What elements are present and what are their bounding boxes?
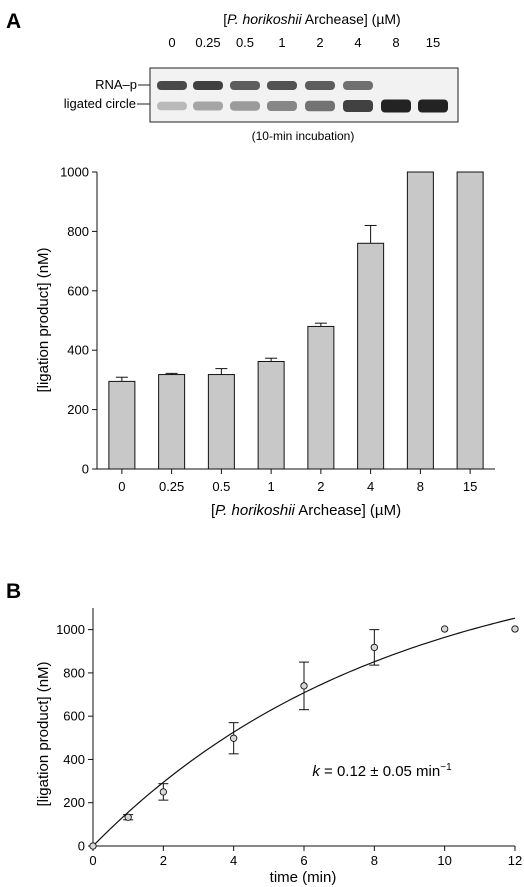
- bar: [307, 325, 335, 470]
- gel-band-ligated-circle: [157, 101, 187, 111]
- bar-category-label: 2: [317, 479, 324, 494]
- gel-band-ligated-circle: [230, 101, 260, 111]
- gel-lane-label: 0.5: [236, 35, 254, 50]
- scatter-y-tick-label: 800: [63, 665, 85, 680]
- gel-band-rna-p: [193, 81, 223, 90]
- gel-lane-label: 2: [316, 35, 323, 50]
- scatter-point: [124, 813, 132, 821]
- band-label-rna-p: RNA–p: [95, 77, 137, 92]
- gel-band-ligated-circle: [267, 101, 297, 111]
- gel-lane-label: 15: [426, 35, 440, 50]
- scatter-y-tick-label: 600: [63, 709, 85, 724]
- gel-lane-label: 8: [392, 35, 399, 50]
- scatter-x-tick-label: 6: [300, 853, 307, 868]
- bar: [257, 360, 285, 470]
- scatter-x-tick-label: 12: [508, 853, 522, 868]
- scatter-y-tick-label: 200: [63, 795, 85, 810]
- gel-band-ligated-circle: [305, 100, 335, 112]
- panel-b-letter: B: [6, 580, 21, 603]
- bar-chart: 0 200 400 600 800 1000 0 0.25 0.5 1 2 4 8 15: [60, 165, 495, 494]
- bar-category-label: 8: [417, 479, 424, 494]
- band-label-ligated-circle: ligated circle: [64, 96, 136, 111]
- scatter-y-tick-label: 0: [78, 839, 85, 854]
- gel-bands: [157, 81, 448, 113]
- scatter-x-tick-label: 0: [89, 853, 96, 868]
- panel-a-letter: A: [6, 10, 21, 33]
- gel-lane-label: 4: [354, 35, 361, 50]
- bar: [456, 171, 484, 470]
- bar-y-axis-label: [ligation product] (nM): [35, 247, 52, 392]
- scatter-point: [300, 682, 308, 690]
- gel-title: [P. horikoshii Archease] (µM): [223, 11, 400, 27]
- gel-band-ligated-circle: [193, 101, 223, 111]
- scatter-point: [511, 625, 519, 633]
- scatter-x-axis-label: time (min): [270, 869, 337, 886]
- scatter-point: [230, 734, 238, 742]
- scatter-point: [441, 625, 449, 633]
- scatter-x-tick-label: 10: [437, 853, 451, 868]
- scatter-x-tick-label: 8: [371, 853, 378, 868]
- bar-y-tick-label: 0: [82, 462, 89, 477]
- bar: [158, 374, 186, 470]
- bar-category-label: 0.25: [159, 479, 184, 494]
- scatter-point: [370, 643, 378, 652]
- gel-lane-label: 0.25: [195, 35, 220, 50]
- gel-band-ligated-circle: [418, 99, 448, 113]
- scatter-x-tick-label: 4: [230, 853, 237, 868]
- gel-band-rna-p: [267, 81, 297, 90]
- gel-band-rna-p: [230, 81, 260, 90]
- gel-lane-labels: 0 0.25 0.5 1 2 4 8 15: [168, 35, 440, 50]
- bar: [357, 242, 385, 470]
- gel-band-rna-p: [343, 81, 373, 90]
- bar-category-label: 0: [118, 479, 125, 494]
- bar-category-label: 15: [463, 479, 477, 494]
- fit-curve: [92, 617, 516, 847]
- gel-band-rna-p: [305, 81, 335, 90]
- gel-image: [149, 67, 459, 123]
- scatter-point: [89, 842, 97, 850]
- bar-y-tick-label: 1000: [60, 165, 89, 180]
- bar-y-tick-label: 200: [67, 402, 89, 417]
- scatter-y-tick-label: 1000: [56, 622, 85, 637]
- gel-band-ligated-circle: [343, 99, 373, 113]
- gel-band-ligated-circle: [381, 99, 411, 113]
- bar: [207, 374, 235, 470]
- bar-y-tick-label: 400: [67, 343, 89, 358]
- gel-caption: (10-min incubation): [252, 129, 355, 143]
- scatter-chart: 0 200 400 600 800 1000 0 2 4 6 8 10 12: [56, 608, 522, 868]
- gel-lane-label: 0: [168, 35, 175, 50]
- scatter-x-tick-label: 2: [160, 853, 167, 868]
- bar-y-tick-label: 600: [67, 283, 89, 298]
- bar-y-tick-label: 800: [67, 224, 89, 239]
- bar-x-axis-label: [P. horikoshii Archease] (µM): [211, 502, 401, 519]
- bar: [108, 380, 136, 470]
- rate-annotation: k = 0.12 ± 0.05 min−1: [312, 762, 452, 780]
- bar-category-label: 1: [268, 479, 275, 494]
- scatter-y-axis-label: [ligation product] (nM): [35, 661, 52, 806]
- gel-lane-label: 1: [278, 35, 285, 50]
- scatter-y-tick-label: 400: [63, 752, 85, 767]
- gel-band-rna-p: [157, 81, 187, 90]
- bar-category-label: 4: [367, 479, 374, 494]
- bar-category-label: 0.5: [212, 479, 230, 494]
- bar: [406, 171, 434, 470]
- scatter-point: [159, 788, 167, 796]
